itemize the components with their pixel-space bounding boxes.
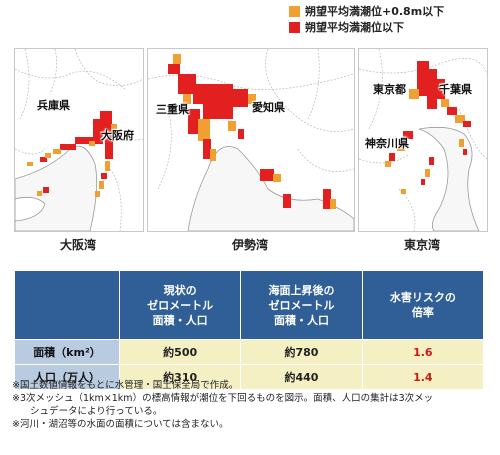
label-tokyo: 東京都 [373, 83, 406, 96]
cell-population-current: 約310 [118, 364, 242, 390]
bay-name-ise: 伊勢湾 [231, 238, 268, 252]
cell-area-current: 約500 [118, 339, 242, 365]
footnote-water-surface: ※河川・湖沼等の水面の面積については含まない。 [12, 419, 229, 430]
cell-area-future: 約780 [240, 339, 363, 365]
risk-table: 現状の ゼロメートル 面積・人口 海面上昇後の ゼロメートル 面積・人口 水害リ… [14, 270, 485, 390]
header-ratio: 水害リスクの 倍率 [361, 270, 485, 340]
map-ise-bay: 三重県 愛知県 [147, 48, 355, 232]
legend-swatch-orange [289, 5, 300, 17]
legend-swatch-red [289, 21, 300, 33]
footnote-mesh-continued: シュデータにより行っている。 [30, 406, 163, 417]
osaka-flood-zone [27, 111, 117, 197]
tokyo-flood-zone [385, 61, 471, 194]
label-osaka: 大阪府 [101, 129, 134, 142]
table-row-population: 人口（万人） 約310 約440 1.4 [14, 364, 485, 390]
label-mie: 三重県 [156, 103, 189, 116]
header-current: 現状の ゼロメートル 面積・人口 [118, 270, 242, 340]
ise-flood-zone [168, 54, 336, 209]
label-chiba: 千葉県 [439, 83, 472, 96]
risk-table-corner [14, 270, 120, 340]
footnote-mesh: ※3次メッシュ（1km×1km）の標高情報が潮位を下回るものを図示。面積、人口の… [12, 393, 434, 404]
osaka-bay-map-graphic [15, 49, 143, 231]
row-label-area: 面積（km²） [14, 339, 120, 365]
ise-bay-map-graphic [148, 49, 354, 231]
cell-population-ratio: 1.4 [361, 364, 485, 390]
tokyo-bay-map-graphic [359, 49, 487, 231]
label-aichi: 愛知県 [252, 101, 285, 114]
footnotes: ※国土数値情報をもとに水管理・国土保全局で作成。 ※3次メッシュ（1km×1km… [12, 379, 492, 431]
label-hyogo: 兵庫県 [37, 99, 70, 112]
legend-label-high-tide: 朔望平均満潮位以下 [305, 21, 404, 34]
cell-population-future: 約440 [240, 364, 363, 390]
footnote-source: ※国土数値情報をもとに水管理・国土保全局で作成。 [12, 380, 239, 391]
risk-table-header-row: 現状の ゼロメートル 面積・人口 海面上昇後の ゼロメートル 面積・人口 水害リ… [14, 270, 485, 340]
map-osaka-bay: 兵庫県 大阪府 [14, 48, 144, 232]
header-future: 海面上昇後の ゼロメートル 面積・人口 [240, 270, 363, 340]
bay-name-tokyo: 東京湾 [403, 238, 440, 252]
legend-label-high-tide-plus: 朔望平均満潮位+0.8m以下 [305, 5, 445, 18]
legend-item-high-tide-plus: 朔望平均満潮位+0.8m以下 [289, 3, 489, 19]
legend-item-high-tide: 朔望平均満潮位以下 [289, 19, 489, 35]
map-legend: 朔望平均満潮位+0.8m以下 朔望平均満潮位以下 [289, 3, 489, 35]
table-row-area: 面積（km²） 約500 約780 1.6 [14, 339, 485, 365]
label-kanagawa: 神奈川県 [365, 137, 409, 150]
map-tokyo-bay: 東京都 千葉県 神奈川県 [358, 48, 488, 232]
cell-area-ratio: 1.6 [361, 339, 485, 365]
bay-name-osaka: 大阪湾 [59, 238, 96, 252]
